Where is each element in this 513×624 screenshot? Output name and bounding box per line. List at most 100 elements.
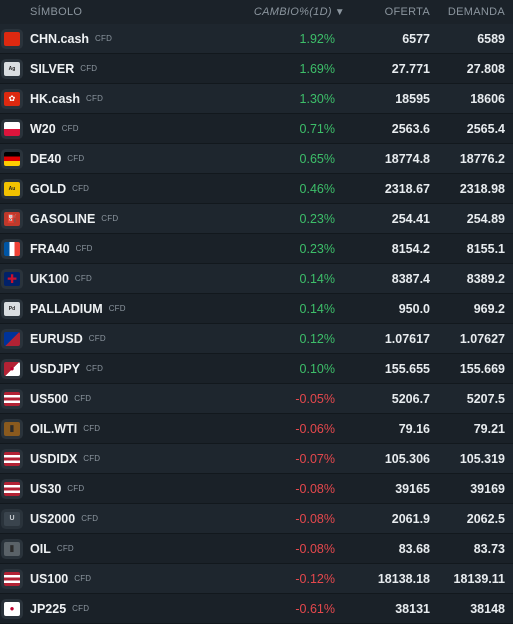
ask-cell[interactable]: 969.2 bbox=[473, 301, 505, 316]
instrument-type-badge: CFD bbox=[81, 514, 99, 523]
ask-cell[interactable]: 1.07627 bbox=[459, 331, 505, 346]
us2000-u-icon: U bbox=[4, 511, 20, 526]
ask-cell[interactable]: 254.89 bbox=[466, 211, 505, 226]
table-row[interactable]: US100 CFD -0.12% 18138.18 18139.11 bbox=[0, 564, 513, 594]
bid-cell[interactable]: 79.16 bbox=[398, 421, 430, 436]
table-row[interactable]: FRA40 CFD 0.23% 8154.2 8155.1 bbox=[0, 234, 513, 264]
bid-cell[interactable]: 27.771 bbox=[391, 61, 430, 76]
change-cell: 0.65% bbox=[299, 151, 335, 166]
bid-cell[interactable]: 18595 bbox=[395, 91, 430, 106]
bid-cell[interactable]: 2318.67 bbox=[384, 181, 430, 196]
ask-cell[interactable]: 155.669 bbox=[459, 361, 505, 376]
table-row[interactable]: EURUSD CFD 0.12% 1.07617 1.07627 bbox=[0, 324, 513, 354]
ask-cell[interactable]: 2318.98 bbox=[459, 181, 505, 196]
ask-cell[interactable]: 18606 bbox=[470, 91, 505, 106]
oil-canister-icon: ▮ bbox=[4, 541, 20, 556]
table-row[interactable]: CHN.cash CFD 1.92% 6577 6589 bbox=[0, 24, 513, 54]
symbol-cell: FRA40 CFD bbox=[0, 241, 215, 256]
table-row[interactable]: ▮ OIL.WTI CFD -0.06% 79.16 79.21 bbox=[0, 414, 513, 444]
ask-cell[interactable]: 38148 bbox=[470, 601, 505, 616]
table-row[interactable]: U US2000 CFD -0.08% 2061.9 2062.5 bbox=[0, 504, 513, 534]
symbol-cell: U US2000 CFD bbox=[0, 511, 215, 526]
silver-ag-icon: Ag bbox=[4, 61, 20, 76]
change-cell: -0.08% bbox=[295, 481, 335, 496]
symbol-cell: US500 CFD bbox=[0, 391, 215, 406]
bid-cell[interactable]: 950.0 bbox=[398, 301, 430, 316]
symbol-cell: Ag SILVER CFD bbox=[0, 61, 215, 76]
instrument-type-badge: CFD bbox=[83, 424, 101, 433]
column-header-change[interactable]: CAMBIO%(1D) ▼ bbox=[215, 6, 353, 18]
bid-cell[interactable]: 105.306 bbox=[384, 451, 430, 466]
ask-cell[interactable]: 5207.5 bbox=[466, 391, 505, 406]
ask-cell[interactable]: 27.808 bbox=[466, 61, 505, 76]
symbol-cell: US30 CFD bbox=[0, 481, 215, 496]
change-cell: -0.08% bbox=[295, 511, 335, 526]
uk-flag-icon: ✚ bbox=[4, 271, 20, 286]
ask-cell[interactable]: 18139.11 bbox=[453, 571, 505, 586]
gold-au-icon: Au bbox=[4, 181, 20, 196]
bid-cell[interactable]: 155.655 bbox=[384, 361, 430, 376]
bid-cell[interactable]: 8387.4 bbox=[391, 271, 430, 286]
table-row[interactable]: USDIDX CFD -0.07% 105.306 105.319 bbox=[0, 444, 513, 474]
ask-cell[interactable]: 8389.2 bbox=[466, 271, 505, 286]
bid-cell[interactable]: 38131 bbox=[395, 601, 430, 616]
ask-cell[interactable]: 2062.5 bbox=[466, 511, 505, 526]
table-row[interactable]: DE40 CFD 0.65% 18774.8 18776.2 bbox=[0, 144, 513, 174]
instrument-type-badge: CFD bbox=[72, 604, 90, 613]
bid-cell[interactable]: 18774.8 bbox=[384, 151, 430, 166]
column-header-bid[interactable]: OFERTA bbox=[384, 6, 430, 18]
table-row[interactable]: Ag SILVER CFD 1.69% 27.771 27.808 bbox=[0, 54, 513, 84]
table-row[interactable]: ✚ UK100 CFD 0.14% 8387.4 8389.2 bbox=[0, 264, 513, 294]
column-header-change-label: CAMBIO%(1D) bbox=[253, 6, 332, 18]
bid-cell[interactable]: 83.68 bbox=[398, 541, 430, 556]
table-row[interactable]: ✿ HK.cash CFD 1.30% 18595 18606 bbox=[0, 84, 513, 114]
column-header-symbol[interactable]: SÍMBOLO bbox=[30, 6, 83, 18]
instrument-type-badge: CFD bbox=[86, 94, 104, 103]
bid-cell[interactable]: 8154.2 bbox=[391, 241, 430, 256]
symbol-cell: CHN.cash CFD bbox=[0, 31, 215, 46]
france-flag-icon bbox=[4, 241, 20, 256]
change-cell: 0.46% bbox=[299, 181, 335, 196]
bid-cell[interactable]: 2061.9 bbox=[391, 511, 430, 526]
ask-cell[interactable]: 39169 bbox=[470, 481, 505, 496]
ask-cell[interactable]: 105.319 bbox=[459, 451, 505, 466]
bid-cell[interactable]: 6577 bbox=[402, 31, 430, 46]
table-row[interactable]: ● JP225 CFD -0.61% 38131 38148 bbox=[0, 594, 513, 624]
change-cell: 0.10% bbox=[299, 361, 335, 376]
bid-cell[interactable]: 254.41 bbox=[391, 211, 430, 226]
bid-cell[interactable]: 39165 bbox=[395, 481, 430, 496]
symbol-name: OIL.WTI bbox=[30, 421, 78, 436]
table-row[interactable]: Au GOLD CFD 0.46% 2318.67 2318.98 bbox=[0, 174, 513, 204]
table-row[interactable]: Pd PALLADIUM CFD 0.14% 950.0 969.2 bbox=[0, 294, 513, 324]
bid-cell[interactable]: 2563.6 bbox=[391, 121, 430, 136]
table-row[interactable]: W20 CFD 0.71% 2563.6 2565.4 bbox=[0, 114, 513, 144]
bid-cell[interactable]: 18138.18 bbox=[377, 571, 430, 586]
us-flag-icon bbox=[4, 571, 20, 586]
symbol-name: USDIDX bbox=[30, 451, 78, 466]
bid-cell[interactable]: 5206.7 bbox=[391, 391, 430, 406]
bid-cell[interactable]: 1.07617 bbox=[384, 331, 430, 346]
ask-cell[interactable]: 83.73 bbox=[473, 541, 505, 556]
symbol-name: US2000 bbox=[30, 511, 76, 526]
column-header-ask[interactable]: DEMANDA bbox=[447, 6, 505, 18]
table-row[interactable]: ⛽ GASOLINE CFD 0.23% 254.41 254.89 bbox=[0, 204, 513, 234]
ask-cell[interactable]: 8155.1 bbox=[466, 241, 505, 256]
symbol-name: OIL bbox=[30, 541, 51, 556]
table-row[interactable]: ● USDJPY CFD 0.10% 155.655 155.669 bbox=[0, 354, 513, 384]
instrument-type-badge: CFD bbox=[101, 214, 119, 223]
change-cell: 0.12% bbox=[299, 331, 335, 346]
ask-cell[interactable]: 79.21 bbox=[473, 421, 505, 436]
china-flag-icon bbox=[4, 31, 20, 46]
change-cell: 1.92% bbox=[299, 31, 335, 46]
instrument-type-badge: CFD bbox=[67, 484, 85, 493]
ask-cell[interactable]: 18776.2 bbox=[459, 151, 505, 166]
symbol-name: HK.cash bbox=[30, 91, 81, 106]
table-row[interactable]: US30 CFD -0.08% 39165 39169 bbox=[0, 474, 513, 504]
instrument-type-badge: CFD bbox=[74, 274, 92, 283]
ask-cell[interactable]: 6589 bbox=[477, 31, 505, 46]
symbol-cell: US100 CFD bbox=[0, 571, 215, 586]
table-row[interactable]: US500 CFD -0.05% 5206.7 5207.5 bbox=[0, 384, 513, 414]
table-row[interactable]: ▮ OIL CFD -0.08% 83.68 83.73 bbox=[0, 534, 513, 564]
instrument-type-badge: CFD bbox=[80, 64, 98, 73]
ask-cell[interactable]: 2565.4 bbox=[466, 121, 505, 136]
